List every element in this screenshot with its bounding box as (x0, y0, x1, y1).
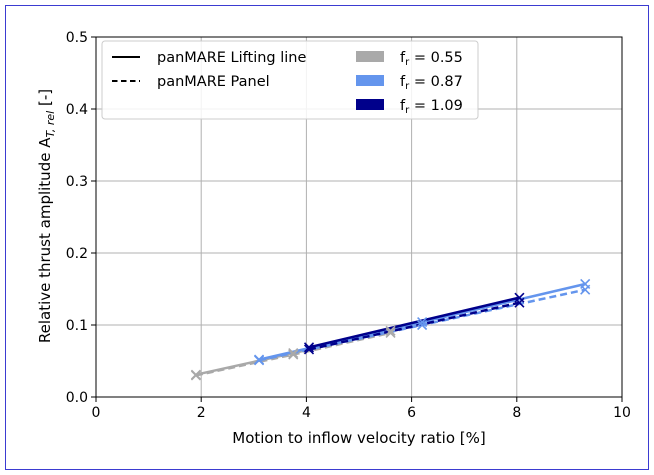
y-tick-label: 0.1 (66, 318, 88, 334)
legend-swatch-fr-055 (356, 51, 384, 62)
series-layer (190, 278, 591, 381)
legend-label-panel: panMARE Panel (157, 74, 270, 90)
y-axis-label-subscript: T, rel (44, 111, 57, 138)
y-tick-label: 0.2 (66, 246, 88, 262)
data-point-marker (190, 370, 202, 381)
series-line-fr-109-lifting-line (307, 296, 521, 349)
data-point-marker (385, 325, 396, 336)
y-tick-label: 0.3 (66, 174, 88, 190)
data-point-marker (303, 342, 315, 353)
x-axis-label: Motion to inflow velocity ratio [%] (232, 429, 485, 447)
legend-label-fr-087: fr = 0.87 (400, 74, 463, 92)
data-point-marker (253, 355, 265, 366)
x-tick-label: 4 (302, 405, 311, 421)
x-tick-label: 6 (407, 405, 416, 421)
data-point-marker (514, 297, 525, 308)
data-point-marker (385, 327, 396, 338)
y-axis-label: Relative thrust amplitude AT, rel [-] (36, 89, 57, 343)
y-tick-label: 0.4 (66, 102, 88, 118)
x-tick-label: 8 (512, 405, 521, 421)
y-tick-label: 0.0 (66, 390, 88, 406)
x-tick-label: 10 (613, 405, 631, 421)
data-point-marker (288, 349, 299, 360)
data-point-marker (288, 348, 299, 359)
data-point-marker (417, 317, 428, 328)
legend-swatch-fr-109 (356, 99, 384, 110)
legend-label-fr-055: fr = 0.55 (400, 50, 463, 68)
data-point-marker (580, 284, 591, 295)
legend-label-lifting-line: panMARE Lifting line (157, 50, 306, 66)
plot-area-border (95, 36, 623, 398)
data-point-marker (417, 319, 428, 331)
x-tick-label: 0 (92, 405, 101, 421)
legend-label-fr-109: fr = 1.09 (400, 98, 463, 116)
y-tick-label: 0.5 (66, 30, 88, 46)
series-line-fr-109-panel (308, 301, 520, 351)
legend: panMARE Lifting line panMARE Panel fr = … (101, 40, 479, 120)
ticks: 0 2 4 6 8 10 0.0 0.1 0.2 0.3 0.4 0.5 (66, 30, 631, 421)
x-tick-label: 2 (197, 405, 206, 421)
data-point-marker (303, 344, 315, 355)
legend-swatch-fr-087 (356, 75, 384, 86)
